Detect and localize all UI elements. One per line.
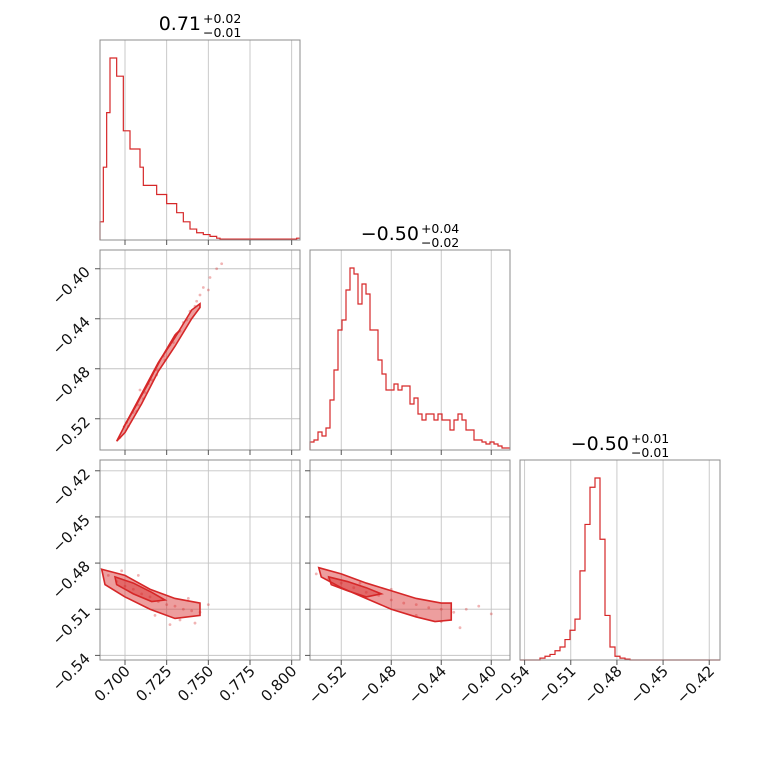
param-2-title: −0.50 xyxy=(571,433,629,455)
pair-2-contour-line-1 xyxy=(327,575,384,598)
pair-0-point-3 xyxy=(136,403,140,407)
pair-2-point-6 xyxy=(389,598,393,602)
param-2-title-plus: +0.01 xyxy=(631,431,669,446)
pair-2-point-13 xyxy=(477,604,481,608)
tick-layer: −0.52−0.48−0.44−0.40−0.54−0.51−0.48−0.45… xyxy=(49,240,718,707)
param-2-xtick-label-3: −0.45 xyxy=(627,662,672,707)
pair-1-contour-line-1 xyxy=(113,575,168,603)
histogram-0-frame xyxy=(99,39,301,241)
pair-2-point-3 xyxy=(352,586,356,590)
histogram-1-frame xyxy=(309,249,511,451)
param-2-xtick-label-4: −0.42 xyxy=(673,662,718,707)
pair-2-point-12 xyxy=(464,607,468,611)
pair-0-point-15 xyxy=(215,267,219,271)
pair-2-point-8 xyxy=(414,603,418,607)
param-1-xtick-label-0: −0.52 xyxy=(305,662,350,707)
param-0-xtick-label-3: 0.775 xyxy=(216,662,259,705)
pair-1-ytick-label-2: −0.48 xyxy=(49,557,94,602)
pair-0-frame xyxy=(99,249,301,451)
pair-0-point-28 xyxy=(138,388,142,392)
pair-1-point-12 xyxy=(206,603,210,607)
pair-1-point-5 xyxy=(148,595,152,599)
param-0-xtick-label-4: 0.800 xyxy=(257,662,300,705)
pair-1-frame xyxy=(99,459,301,661)
pair-2-point-2 xyxy=(339,581,343,585)
pair-1-point-10 xyxy=(190,609,194,613)
pair-2-contour-fill-1 xyxy=(328,576,382,597)
pair-1-point-14 xyxy=(168,623,172,627)
histogram-2-frame xyxy=(519,459,721,661)
pair-2-point-10 xyxy=(439,607,443,611)
pair-1-ytick-label-4: −0.42 xyxy=(49,465,94,510)
param-2-xtick-label-2: −0.48 xyxy=(581,662,626,707)
param-2-xtick-label-0: −0.54 xyxy=(488,662,533,707)
pair-0-ytick-label-3: −0.40 xyxy=(49,263,94,308)
pair-1-contour-fill-1 xyxy=(115,576,165,602)
pair-1-point-18 xyxy=(186,597,190,600)
param-2-xtick-label-1: −0.51 xyxy=(534,662,579,707)
pair-1-ytick-label-1: −0.51 xyxy=(49,603,94,648)
pair-1-point-2 xyxy=(123,584,127,588)
pair-0-ytick-label-2: −0.44 xyxy=(49,313,94,358)
pair-1-point-7 xyxy=(165,603,169,607)
pair-2-point-7 xyxy=(402,601,406,605)
histogram-1-line xyxy=(309,267,510,450)
pair-0-ytick-label-1: −0.48 xyxy=(49,363,94,408)
param-0-xtick-label-1: 0.725 xyxy=(132,662,175,705)
pair-1-point-16 xyxy=(136,573,140,577)
param-0-xtick-label-2: 0.750 xyxy=(174,662,217,705)
frame-layer xyxy=(99,39,721,661)
pair-2-point-15 xyxy=(458,626,462,630)
pair-2-point-9 xyxy=(427,606,431,610)
param-1-xtick-label-2: −0.44 xyxy=(405,662,450,707)
pair-1-point-0 xyxy=(106,573,110,577)
grid-layer xyxy=(100,40,710,660)
pair-1-ytick-label-0: −0.54 xyxy=(49,649,94,694)
pair-1-point-3 xyxy=(131,587,135,591)
pair-0-point-27 xyxy=(198,293,202,297)
pair-1-point-15 xyxy=(153,613,157,617)
param-0-title-minus: −0.01 xyxy=(203,25,241,40)
pair-0-contour-line-1 xyxy=(122,329,181,428)
pair-1-ytick-label-3: −0.45 xyxy=(49,511,94,556)
param-1-title-value: −0.50 xyxy=(361,223,419,245)
param-1-title: −0.50 xyxy=(361,223,419,245)
param-1-xtick-label-1: −0.48 xyxy=(355,662,400,707)
pair-0-point-25 xyxy=(206,288,210,292)
param-2-title-value: −0.50 xyxy=(571,433,629,455)
pair-1-point-19 xyxy=(193,621,197,625)
pair-1-contour-line-0 xyxy=(100,568,201,620)
pair-2-point-4 xyxy=(364,590,368,594)
pair-2-point-19 xyxy=(489,612,493,616)
pair-0-ytick-label-0: −0.52 xyxy=(49,413,94,458)
histogram-2-line xyxy=(520,477,720,661)
pair-1-point-17 xyxy=(120,569,124,573)
pair-0-point-14 xyxy=(208,276,212,279)
pair-2-point-11 xyxy=(452,610,456,614)
pair-2-point-0 xyxy=(314,572,318,576)
pair-1-point-13 xyxy=(178,618,182,622)
pair-0-point-13 xyxy=(201,286,205,289)
title-layer: 0.71 +0.02−0.01−0.50 +0.04−0.02−0.50 +0.01−… xyxy=(159,11,670,460)
param-0-title: 0.71 xyxy=(159,13,201,35)
pair-1-point-4 xyxy=(140,592,144,596)
pair-1-point-9 xyxy=(181,607,185,611)
param-2-title-minus: −0.01 xyxy=(631,445,669,460)
pair-0-point-26 xyxy=(220,262,224,266)
marks-layer xyxy=(99,57,720,661)
pair-2-frame xyxy=(309,459,511,661)
pair-0-point-12 xyxy=(195,299,199,303)
pair-1-point-8 xyxy=(173,604,177,608)
histogram-0-line xyxy=(99,57,300,240)
pair-2-contour-fill-0 xyxy=(318,567,452,622)
pair-2-point-16 xyxy=(358,581,362,585)
param-1-title-minus: −0.02 xyxy=(421,235,459,250)
param-1-title-plus: +0.04 xyxy=(421,221,459,236)
param-0-xtick-label-0: 0.700 xyxy=(91,662,134,705)
param-0-title-plus: +0.02 xyxy=(203,11,241,26)
param-0-title-value: 0.71 xyxy=(159,13,201,35)
